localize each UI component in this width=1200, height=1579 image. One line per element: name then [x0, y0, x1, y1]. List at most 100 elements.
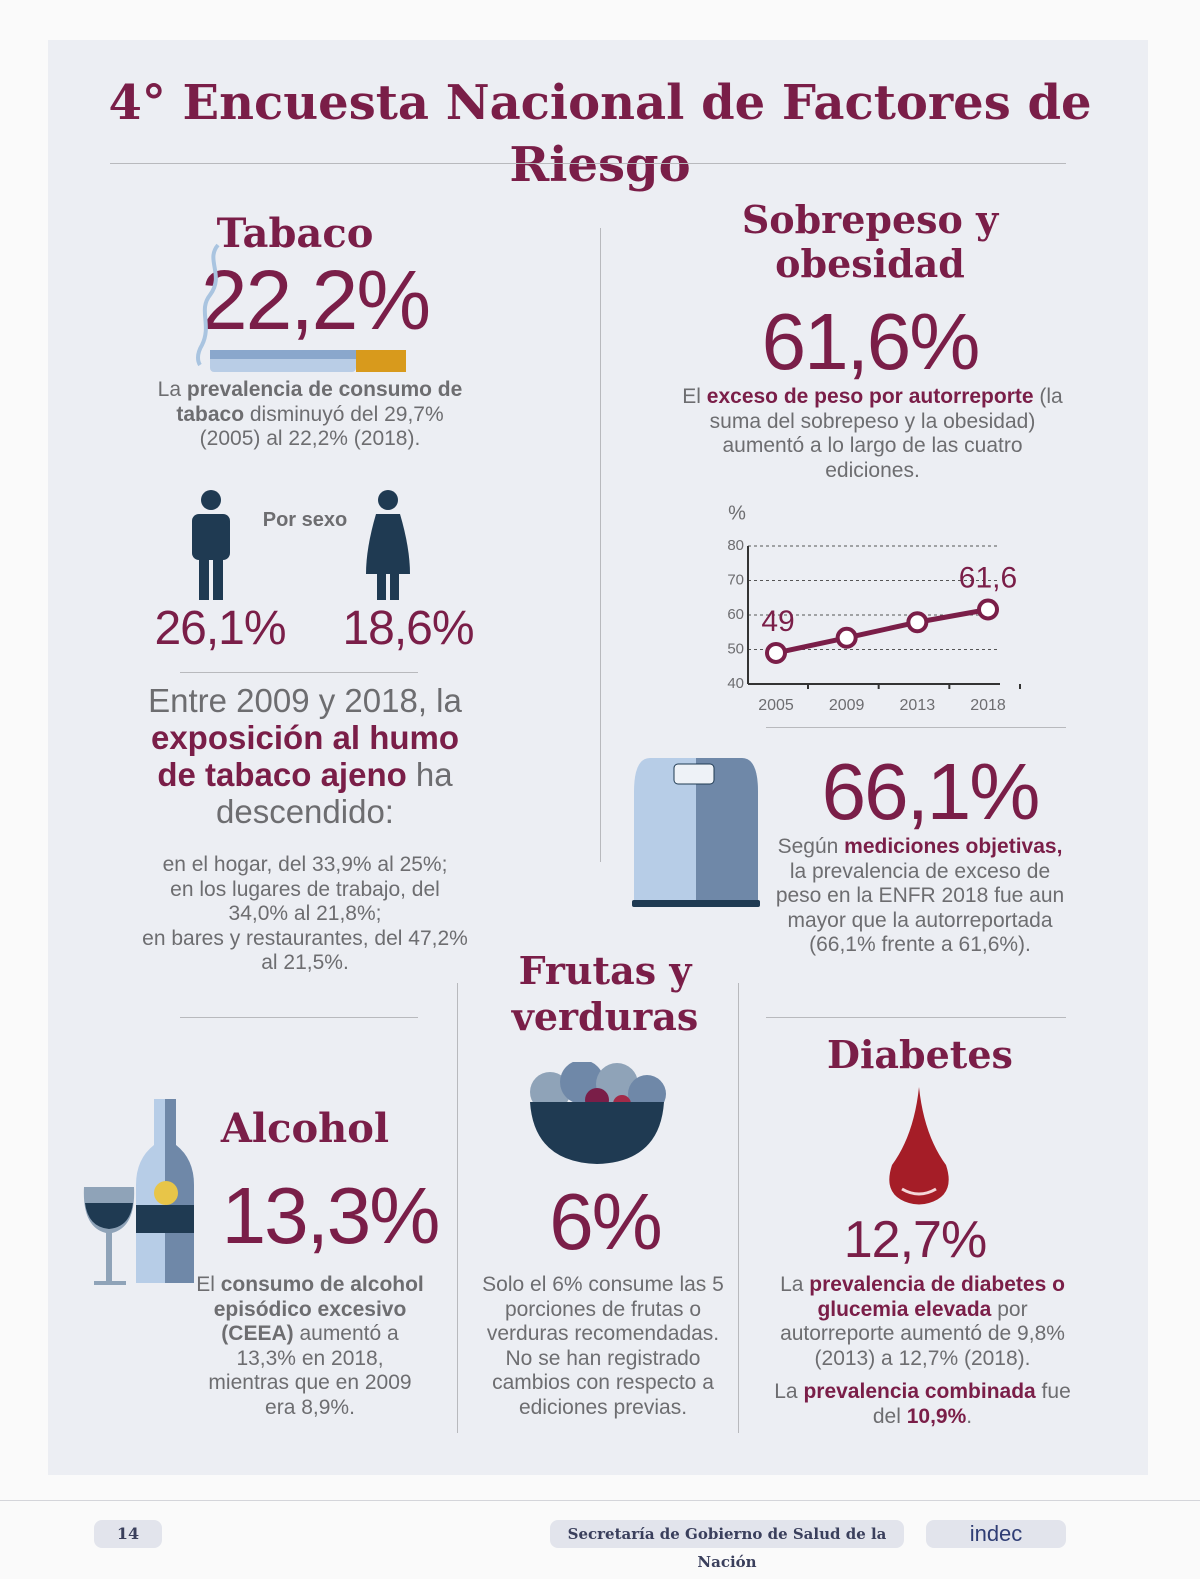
- detail: en los lugares de trabajo, del 34,0% al …: [170, 877, 440, 926]
- bold-text: prevalencia de consumo de tabaco: [176, 378, 463, 426]
- cigarette-filter: [356, 350, 406, 372]
- cigarette-icon: [196, 243, 406, 372]
- point: [765, 641, 787, 664]
- drop-icon: [889, 1087, 949, 1205]
- bold-text: mediciones objetivas,: [844, 835, 1063, 858]
- alcohol-icon: [83, 1099, 194, 1285]
- wine: [85, 1203, 133, 1229]
- big-value: 22,2%: [200, 253, 431, 347]
- big-value: 61,6%: [761, 297, 981, 386]
- big-value: 12,7%: [843, 1211, 987, 1269]
- divider: [110, 163, 1066, 164]
- text: El: [196, 1273, 221, 1296]
- text: la prevalencia de exceso de peso en la E…: [775, 859, 1065, 957]
- bottle-label: [136, 1205, 194, 1233]
- detail: en el hogar, del 33,9% al 25%;: [162, 853, 448, 876]
- divider: [600, 228, 601, 862]
- divider: [766, 1017, 1066, 1018]
- bottle-seal: [154, 1181, 178, 1205]
- big-value: 13,3%: [221, 1171, 441, 1260]
- people-icon: [192, 490, 410, 600]
- smoke: [196, 243, 220, 367]
- text: aumentó a 13,3% en 2018, mientras que en…: [208, 1322, 412, 1419]
- text: ha descendido:: [216, 756, 453, 830]
- y-tick-label: 50: [727, 640, 744, 657]
- point: [906, 611, 929, 634]
- salad-icon: [530, 1062, 666, 1164]
- glass: [83, 1187, 135, 1285]
- scale-shade: [696, 758, 758, 902]
- x-tick-label: 2018: [970, 697, 1006, 714]
- sex-label: Por sexo: [262, 509, 348, 531]
- line-chart: % 40 50 60 70 80 2005 2009 2013 2018 49 61,6: [727, 502, 1021, 714]
- bottle-shade: [165, 1099, 194, 1283]
- bold-text: exceso de peso por autorreporte: [706, 385, 1034, 408]
- point: [835, 626, 858, 649]
- section-heading: Frutas y verduras: [511, 948, 699, 1039]
- value-label: 61,6: [959, 561, 1017, 594]
- text: disminuyó del 29,7% (2005) al 22,2% (201…: [199, 402, 444, 451]
- bold-text: prevalencia combinada: [803, 1380, 1036, 1403]
- exposure-details: en el hogar, del 33,9% al 25%; en los lu…: [140, 853, 470, 976]
- footer-source: Secretaría de Gobierno de Salud de la Na…: [550, 1520, 904, 1571]
- scale-dial: [673, 763, 715, 785]
- scale-icon: [632, 758, 760, 907]
- text: (la suma del sobrepeso y la obesidad) au…: [709, 385, 1063, 482]
- text: El: [682, 385, 707, 408]
- x-tick-label: 2009: [829, 697, 865, 714]
- woman: [366, 490, 410, 600]
- paragraph: Solo el 6% consume las 5 porciones de fr…: [482, 1273, 724, 1419]
- x-tick-label: 2005: [758, 697, 794, 714]
- scale-base: [632, 900, 760, 907]
- text: fue del: [872, 1380, 1071, 1428]
- line: [775, 607, 989, 656]
- detail: en bares y restaurantes, del 47,2% al 21…: [142, 926, 468, 975]
- panel: [48, 40, 1148, 1475]
- section-heading: Tabaco: [216, 210, 374, 257]
- x-tick-label: 2013: [900, 697, 936, 714]
- divider: [180, 1017, 418, 1018]
- paragraph: El exceso de peso por autorreporte (la s…: [680, 385, 1065, 483]
- divider: [180, 672, 418, 673]
- drop: [889, 1087, 949, 1205]
- big-value: 6%: [549, 1177, 663, 1266]
- y-tick-label: 80: [727, 537, 744, 554]
- bold-text: prevalencia de diabetes o glucemia eleva…: [809, 1273, 1065, 1321]
- page-title: 4° Encuesta Nacional de Factores de Ries…: [108, 75, 1092, 193]
- big-value: 66,1%: [821, 747, 1041, 836]
- female-value: 18,6%: [342, 602, 474, 655]
- drop-shine: [901, 1187, 937, 1196]
- footer-brand: indec: [926, 1520, 1066, 1548]
- divider: [738, 983, 739, 1433]
- text: Según: [777, 835, 845, 858]
- text: La: [774, 1380, 804, 1403]
- male-value: 26,1%: [154, 602, 286, 655]
- paragraph: Según mediciones objetivas, la prevalenc…: [775, 835, 1065, 958]
- bold-text: 10,9%: [906, 1404, 967, 1428]
- exposure-text: Entre 2009 y 2018, la exposición al humo…: [130, 682, 480, 830]
- man: [192, 490, 230, 600]
- page-number: 14: [94, 1520, 162, 1548]
- value-label: 49: [761, 605, 794, 638]
- divider: [457, 983, 458, 1433]
- paragraph: La prevalencia de consumo de tabaco dism…: [150, 378, 470, 452]
- y-axis-label: %: [728, 502, 746, 524]
- section-heading: Alcohol: [220, 1105, 390, 1152]
- text: por autorreporte aumentó de 9,8% (2013) …: [780, 1297, 1065, 1370]
- footer-line: [0, 1500, 1200, 1501]
- y-tick-label: 40: [727, 675, 744, 692]
- cigarette-shade: [210, 350, 356, 359]
- point: [977, 598, 999, 621]
- text: Entre 2009 y 2018, la: [148, 682, 462, 719]
- paragraph: El consumo de alcohol episódico excesivo…: [195, 1273, 425, 1420]
- text: La: [157, 378, 187, 401]
- bold-text: exposición al humo de tabaco ajeno: [150, 719, 460, 793]
- divider: [766, 727, 1066, 728]
- bold-text: consumo de alcohol episódico excesivo (C…: [213, 1273, 424, 1345]
- section-heading: Sobrepeso y obesidad: [741, 197, 999, 286]
- text: .: [966, 1404, 973, 1428]
- y-tick-label: 70: [727, 571, 744, 588]
- paragraph: La prevalencia de diabetes o glucemia el…: [765, 1273, 1080, 1371]
